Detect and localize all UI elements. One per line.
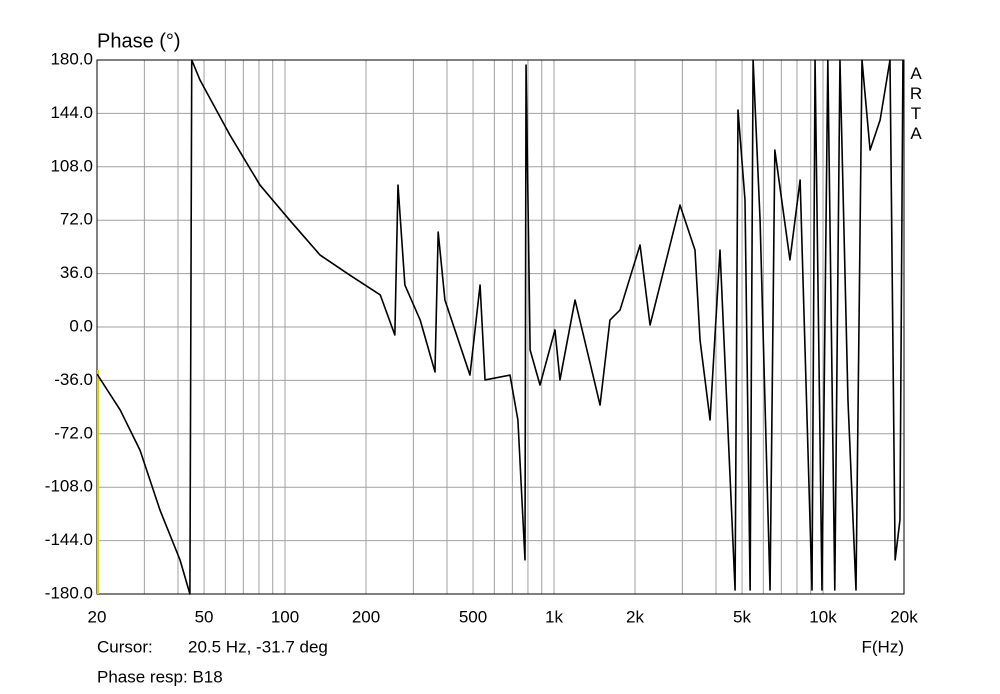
x-axis-label: F(Hz)	[862, 637, 904, 656]
x-tick-label: 20	[88, 607, 107, 626]
y-tick-label: 0.0	[69, 316, 93, 335]
x-tick-label: 20k	[890, 607, 918, 626]
y-tick-label: 144.0	[50, 103, 93, 122]
watermark: ARTA	[907, 64, 926, 144]
y-tick-label: 36.0	[60, 263, 93, 282]
y-tick-label: 108.0	[50, 156, 93, 175]
plot-frame	[96, 59, 905, 595]
x-tick-label: 50	[195, 607, 214, 626]
x-tick-label: 100	[271, 607, 299, 626]
x-tick-label: 2k	[626, 607, 644, 626]
y-tick-label: 72.0	[60, 210, 93, 229]
y-tick-label: -180.0	[45, 583, 93, 602]
x-tick-label: 500	[459, 607, 487, 626]
y-axis-label: Phase (°)	[97, 30, 181, 52]
x-tick-label: 1k	[545, 607, 563, 626]
x-tick-label: 200	[352, 607, 380, 626]
footer: Phase resp: B18	[97, 667, 223, 686]
y-tick-label: 180.0	[50, 49, 93, 68]
x-tick-label: 5k	[733, 607, 751, 626]
x-tick-label: 10k	[809, 607, 837, 626]
phase-line	[96, 59, 904, 595]
y-tick-label: -144.0	[45, 530, 93, 549]
cursor-value: 20.5 Hz, -31.7 deg	[188, 637, 328, 656]
y-tick-label: -72.0	[54, 423, 93, 442]
cursor-label: Cursor:	[97, 637, 153, 656]
y-tick-label: -108.0	[45, 477, 93, 496]
y-tick-label: -36.0	[54, 370, 93, 389]
